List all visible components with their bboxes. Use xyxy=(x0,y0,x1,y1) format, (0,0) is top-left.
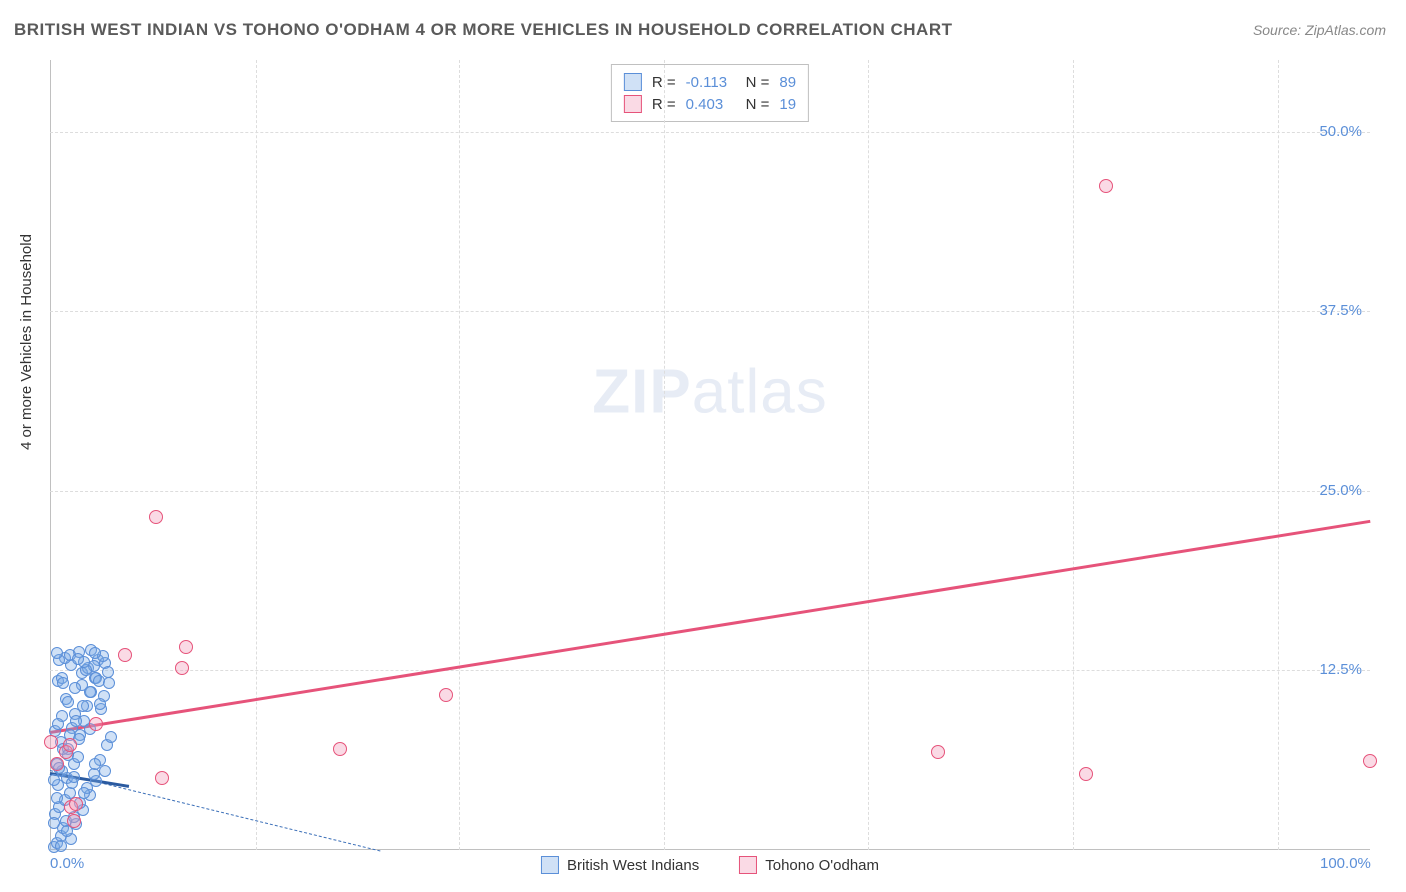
legend-label: British West Indians xyxy=(567,857,699,874)
legend-swatch xyxy=(541,856,559,874)
data-point xyxy=(103,677,115,689)
y-tick-label: 12.5% xyxy=(1319,661,1362,678)
data-point xyxy=(52,718,64,730)
watermark-light: atlas xyxy=(692,357,828,426)
r-value: 0.403 xyxy=(686,96,736,113)
data-point xyxy=(51,792,63,804)
y-axis-label: 4 or more Vehicles in Household xyxy=(18,234,35,450)
chart-title: BRITISH WEST INDIAN VS TOHONO O'ODHAM 4 … xyxy=(14,20,953,40)
grid-line-h xyxy=(50,311,1370,312)
data-point xyxy=(155,771,169,785)
y-tick-label: 50.0% xyxy=(1319,123,1362,140)
legend: British West Indians Tohono O'odham xyxy=(541,856,879,874)
data-point xyxy=(77,700,89,712)
data-point xyxy=(69,682,81,694)
data-point xyxy=(94,698,106,710)
grid-line-v xyxy=(868,60,869,850)
x-axis-line xyxy=(50,849,1370,850)
data-point xyxy=(105,731,117,743)
data-point xyxy=(179,640,193,654)
data-point xyxy=(55,840,67,852)
series-swatch xyxy=(624,73,642,91)
y-tick-label: 37.5% xyxy=(1319,302,1362,319)
data-point xyxy=(62,696,74,708)
chart-container: BRITISH WEST INDIAN VS TOHONO O'ODHAM 4 … xyxy=(0,0,1406,892)
source-attribution: Source: ZipAtlas.com xyxy=(1253,22,1386,38)
data-point xyxy=(175,661,189,675)
data-point xyxy=(51,647,63,659)
data-point xyxy=(89,717,103,731)
data-point xyxy=(84,686,96,698)
stats-row: R =0.403N =19 xyxy=(624,93,796,115)
data-point xyxy=(69,797,83,811)
grid-line-v xyxy=(459,60,460,850)
x-tick-label: 100.0% xyxy=(1320,855,1371,872)
legend-swatch xyxy=(739,856,757,874)
regression-line xyxy=(50,520,1370,734)
grid-line-v xyxy=(256,60,257,850)
data-point xyxy=(44,735,58,749)
data-point xyxy=(78,787,90,799)
data-point xyxy=(68,771,80,783)
data-point xyxy=(1079,767,1093,781)
y-tick-label: 25.0% xyxy=(1319,482,1362,499)
stats-row: R =-0.113N =89 xyxy=(624,71,796,93)
grid-line-h xyxy=(50,132,1370,133)
r-value: -0.113 xyxy=(686,74,736,91)
grid-line-h xyxy=(50,491,1370,492)
data-point xyxy=(48,817,60,829)
grid-line-h xyxy=(50,670,1370,671)
legend-label: Tohono O'odham xyxy=(765,857,879,874)
data-point xyxy=(149,510,163,524)
data-point xyxy=(1363,754,1377,768)
series-swatch xyxy=(624,95,642,113)
data-point xyxy=(89,647,101,659)
data-point xyxy=(333,742,347,756)
data-point xyxy=(931,745,945,759)
data-point xyxy=(72,653,84,665)
stats-box: R =-0.113N =89R =0.403N =19 xyxy=(611,64,809,122)
grid-line-v xyxy=(664,60,665,850)
watermark-bold: ZIP xyxy=(592,357,691,426)
n-value: 89 xyxy=(779,74,796,91)
data-point xyxy=(70,715,82,727)
data-point xyxy=(102,666,114,678)
data-point xyxy=(118,648,132,662)
grid-line-v xyxy=(1073,60,1074,850)
grid-line-v xyxy=(1278,60,1279,850)
data-point xyxy=(99,765,111,777)
x-tick-label: 0.0% xyxy=(50,855,84,872)
plot-area: ZIPatlas R =-0.113N =89R =0.403N =19 Bri… xyxy=(50,60,1370,850)
n-value: 19 xyxy=(779,96,796,113)
data-point xyxy=(57,677,69,689)
data-point xyxy=(48,774,60,786)
n-label: N = xyxy=(746,74,770,91)
data-point xyxy=(63,738,77,752)
data-point xyxy=(67,814,81,828)
data-point xyxy=(1099,179,1113,193)
n-label: N = xyxy=(746,96,770,113)
data-point xyxy=(50,757,64,771)
legend-item: Tohono O'odham xyxy=(739,856,879,874)
data-point xyxy=(439,688,453,702)
watermark: ZIPatlas xyxy=(592,356,827,427)
legend-item: British West Indians xyxy=(541,856,699,874)
